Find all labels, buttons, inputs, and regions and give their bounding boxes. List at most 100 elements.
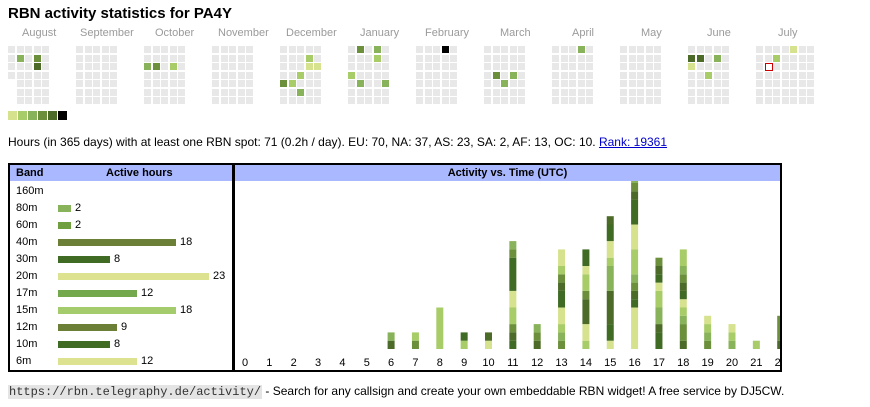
heatmap-day-cell[interactable] [288,54,296,62]
heatmap-day-cell[interactable] [552,80,559,87]
heatmap-day-cell[interactable] [433,80,440,87]
heatmap-day-cell[interactable] [569,71,576,79]
heatmap-day-cell[interactable] [696,71,704,79]
heatmap-day-cell[interactable] [807,63,814,70]
heatmap-day-cell[interactable] [280,46,287,53]
heatmap-day-cell[interactable] [382,54,389,62]
heatmap-day-cell[interactable] [373,88,381,96]
heatmap-day-cell[interactable] [424,97,432,104]
heatmap-day-cell[interactable] [356,63,364,70]
heatmap-day-cell[interactable] [84,80,92,87]
heatmap-day-cell[interactable] [220,63,228,70]
heatmap-day-cell[interactable] [356,54,364,62]
heatmap-day-cell[interactable] [492,63,500,70]
heatmap-day-cell[interactable] [416,71,423,79]
heatmap-day-cell[interactable] [696,54,704,62]
heatmap-day-cell[interactable] [152,71,160,79]
heatmap-day-cell[interactable] [484,80,491,87]
heatmap-day-cell[interactable] [552,63,559,70]
heatmap-day-cell[interactable] [518,88,525,96]
heatmap-day-cell[interactable] [441,46,449,53]
heatmap-day-cell[interactable] [314,46,321,53]
heatmap-day-cell[interactable] [416,97,423,104]
heatmap-day-cell[interactable] [246,54,253,62]
heatmap-day-cell[interactable] [382,46,389,53]
heatmap-day-cell[interactable] [764,88,772,96]
heatmap-day-cell[interactable] [101,54,109,62]
heatmap-day-cell[interactable] [696,63,704,70]
heatmap-day-cell[interactable] [790,80,797,87]
heatmap-day-cell[interactable] [790,54,797,62]
heatmap-day-cell[interactable] [722,80,729,87]
heatmap-day-cell[interactable] [161,97,168,104]
heatmap-day-cell[interactable] [178,97,185,104]
heatmap-day-cell[interactable] [161,63,168,70]
heatmap-day-cell[interactable] [620,46,627,53]
heatmap-day-cell[interactable] [552,54,559,62]
heatmap-day-cell[interactable] [33,88,41,96]
heatmap-day-cell[interactable] [586,54,593,62]
heatmap-day-cell[interactable] [25,54,32,62]
heatmap-day-cell[interactable] [348,63,355,70]
heatmap-day-cell[interactable] [764,46,772,53]
heatmap-day-cell[interactable] [424,46,432,53]
heatmap-day-cell[interactable] [450,97,457,104]
heatmap-day-cell[interactable] [552,46,559,53]
heatmap-day-cell[interactable] [484,88,491,96]
heatmap-day-cell[interactable] [416,46,423,53]
heatmap-day-cell[interactable] [229,54,236,62]
heatmap-day-cell[interactable] [484,46,491,53]
heatmap-day-cell[interactable] [93,63,100,70]
heatmap-day-cell[interactable] [764,80,772,87]
heatmap-day-cell[interactable] [654,71,661,79]
heatmap-day-cell[interactable] [637,80,644,87]
heatmap-day-cell[interactable] [722,71,729,79]
heatmap-day-cell[interactable] [101,63,109,70]
heatmap-day-cell[interactable] [161,71,168,79]
heatmap-day-cell[interactable] [509,71,517,79]
heatmap-day-cell[interactable] [237,54,245,62]
heatmap-day-cell[interactable] [93,54,100,62]
heatmap-day-cell[interactable] [25,80,32,87]
heatmap-day-cell[interactable] [756,71,763,79]
heatmap-day-cell[interactable] [552,97,559,104]
heatmap-day-cell[interactable] [178,88,185,96]
heatmap-day-cell[interactable] [654,80,661,87]
heatmap-day-cell[interactable] [501,71,508,79]
heatmap-day-cell[interactable] [637,63,644,70]
heatmap-day-cell[interactable] [781,97,789,104]
heatmap-day-cell[interactable] [569,54,576,62]
heatmap-day-cell[interactable] [798,80,806,87]
heatmap-day-cell[interactable] [93,46,100,53]
heatmap-day-cell[interactable] [152,46,160,53]
heatmap-day-cell[interactable] [314,80,321,87]
heatmap-day-cell[interactable] [220,88,228,96]
heatmap-day-cell[interactable] [798,63,806,70]
heatmap-day-cell[interactable] [101,80,109,87]
heatmap-day-cell[interactable] [781,54,789,62]
heatmap-day-cell[interactable] [501,97,508,104]
heatmap-day-cell[interactable] [560,71,568,79]
heatmap-day-cell[interactable] [807,54,814,62]
heatmap-day-cell[interactable] [637,54,644,62]
heatmap-day-cell[interactable] [654,97,661,104]
heatmap-day-cell[interactable] [552,71,559,79]
heatmap-day-cell[interactable] [229,80,236,87]
heatmap-day-cell[interactable] [424,63,432,70]
heatmap-day-cell[interactable] [756,54,763,62]
heatmap-day-cell[interactable] [314,88,321,96]
heatmap-day-cell[interactable] [441,71,449,79]
heatmap-day-cell[interactable] [382,71,389,79]
heatmap-day-cell[interactable] [688,71,695,79]
heatmap-day-cell[interactable] [280,71,287,79]
heatmap-day-cell[interactable] [84,71,92,79]
heatmap-day-cell[interactable] [433,88,440,96]
heatmap-day-cell[interactable] [246,63,253,70]
heatmap-day-cell[interactable] [628,54,636,62]
heatmap-day-cell[interactable] [161,54,168,62]
heatmap-day-cell[interactable] [501,46,508,53]
heatmap-day-cell[interactable] [586,88,593,96]
heatmap-day-cell[interactable] [305,46,313,53]
heatmap-day-cell[interactable] [237,80,245,87]
heatmap-day-cell[interactable] [314,63,321,70]
